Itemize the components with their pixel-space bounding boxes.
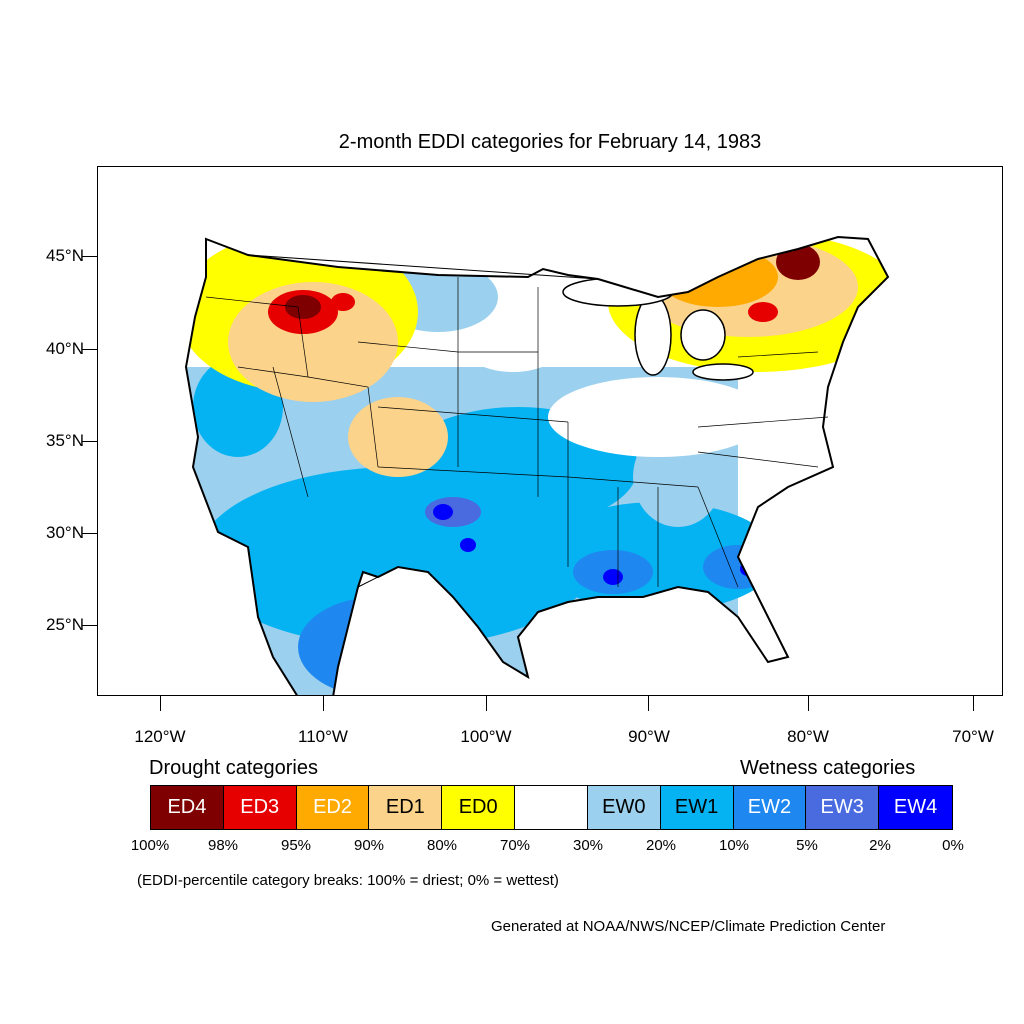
legend-percentile-label: 80%: [412, 837, 472, 854]
drought-categories-heading: Drought categories: [149, 757, 318, 780]
legend-percentile-label: 10%: [704, 837, 764, 854]
legend-bar: ED4 ED3 ED2 ED1 ED0 EW0 EW1 EW2 EW3 EW4: [150, 785, 953, 830]
lake-huron: [681, 310, 725, 360]
lake-michigan: [635, 295, 671, 375]
ew4-region-louisiana: [603, 569, 623, 585]
legend-box-ew2: EW2: [734, 786, 807, 829]
legend-percentile-label: 100%: [120, 837, 180, 854]
lat-label-25n: 25°N: [46, 615, 84, 635]
legend-percentile-label: 20%: [631, 837, 691, 854]
lon-tick: [323, 696, 324, 711]
breaks-note: (EDDI-percentile category breaks: 100% =…: [137, 872, 559, 889]
lon-tick: [973, 696, 974, 711]
ed3-region-montana: [331, 293, 355, 311]
ew2-region-georgia: [703, 545, 773, 589]
legend-percentile-label: 90%: [339, 837, 399, 854]
ew4-region-texas: [433, 504, 453, 520]
lat-tick: [82, 533, 97, 534]
lon-label-110w: 110°W: [283, 727, 363, 747]
lat-label-30n: 30°N: [46, 523, 84, 543]
lon-label-80w: 80°W: [768, 727, 848, 747]
ed4-region-idaho: [285, 295, 321, 319]
lon-label-90w: 90°W: [609, 727, 689, 747]
lon-label-120w: 120°W: [120, 727, 200, 747]
ed3-region-newyork: [748, 302, 778, 322]
ew2-region-mexico: [298, 597, 458, 696]
lat-tick: [82, 441, 97, 442]
legend-box-ew3: EW3: [806, 786, 879, 829]
map-frame: [97, 166, 1003, 696]
ed1-region-colorado: [348, 397, 448, 477]
eddi-map: [98, 167, 1003, 696]
lat-label-35n: 35°N: [46, 431, 84, 451]
legend-box-ed0: ED0: [442, 786, 515, 829]
ed4-region-ontario: [663, 256, 703, 288]
lon-tick: [486, 696, 487, 711]
lake-erie: [693, 364, 753, 380]
legend-percentile-label: 0%: [923, 837, 983, 854]
legend-box-ew1: EW1: [661, 786, 734, 829]
lat-label-40n: 40°N: [46, 339, 84, 359]
lat-tick: [82, 256, 97, 257]
ew4-region-oklahoma: [460, 538, 476, 552]
lat-tick: [82, 349, 97, 350]
legend-box-ew0: EW0: [588, 786, 661, 829]
lake-superior: [563, 278, 673, 306]
lon-tick: [648, 696, 649, 711]
lat-label-45n: 45°N: [46, 246, 84, 266]
legend-box-neutral: [515, 786, 588, 829]
neutral-ohio-valley: [548, 377, 768, 457]
legend-box-ed2: ED2: [297, 786, 370, 829]
legend-percentile-label: 2%: [850, 837, 910, 854]
legend-box-ed3: ED3: [224, 786, 297, 829]
legend-box-ed1: ED1: [369, 786, 442, 829]
legend-box-ew4: EW4: [879, 786, 952, 829]
lon-tick: [808, 696, 809, 711]
legend-percentile-label: 98%: [193, 837, 253, 854]
legend-percentile-label: 95%: [266, 837, 326, 854]
lon-label-70w: 70°W: [933, 727, 1013, 747]
map-title: 2-month EDDI categories for February 14,…: [0, 131, 1024, 154]
lat-tick: [82, 625, 97, 626]
legend-percentile-label: 30%: [558, 837, 618, 854]
wetness-categories-heading: Wetness categories: [740, 757, 915, 780]
lon-tick: [160, 696, 161, 711]
legend-percentile-label: 5%: [777, 837, 837, 854]
credit-line: Generated at NOAA/NWS/NCEP/Climate Predi…: [491, 918, 885, 935]
lon-label-100w: 100°W: [446, 727, 526, 747]
legend-percentile-label: 70%: [485, 837, 545, 854]
legend-box-ed4: ED4: [151, 786, 224, 829]
